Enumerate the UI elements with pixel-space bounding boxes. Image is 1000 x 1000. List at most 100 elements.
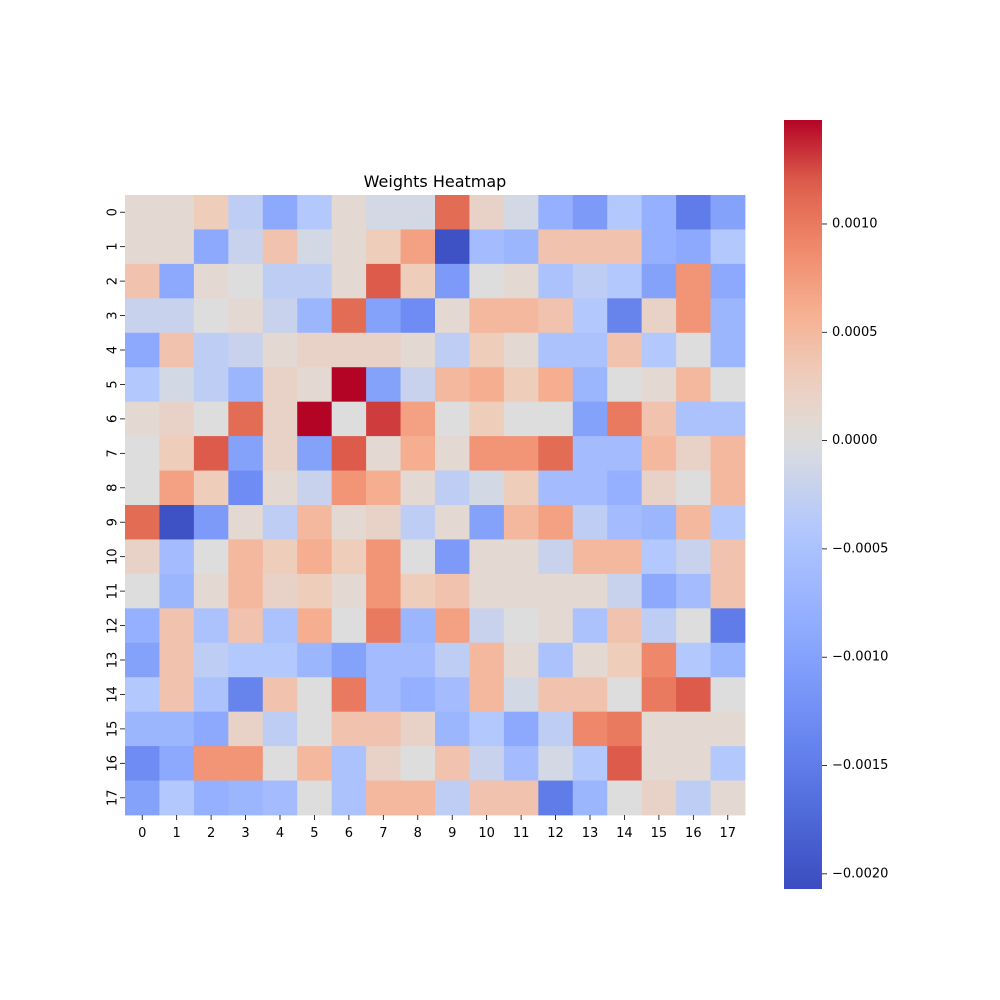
heatmap-cell-r13-c15 [641, 642, 677, 678]
heatmap-cell-r5-c16 [676, 367, 711, 403]
heatmap-cell-r13-c13 [572, 642, 608, 678]
heatmap-cell-r4-c8 [400, 332, 436, 368]
heatmap-cell-r2-c6 [331, 263, 367, 299]
heatmap-cell-r4-c12 [538, 332, 574, 368]
heatmap-cell-r15-c0 [125, 711, 160, 747]
heatmap-cell-r6-c17 [710, 401, 746, 437]
heatmap-cell-r15-c5 [297, 711, 333, 747]
heatmap-cell-r17-c11 [503, 780, 539, 816]
heatmap-cell-r10-c7 [366, 539, 401, 575]
heatmap-cell-r5-c5 [297, 367, 333, 403]
x-tick-label-16: 16 [685, 826, 702, 841]
heatmap-cell-r6-c16 [676, 401, 711, 437]
heatmap-cell-r7-c0 [125, 436, 160, 471]
colorbar-ticks: 0.0010 0.0005 0.0000 −0.0005 −0.0010 −0.0015 −… [822, 216, 888, 881]
heatmap-cell-r8-c3 [228, 470, 264, 506]
heatmap-cell-r2-c17 [710, 263, 746, 299]
heatmap-cell-r9-c4 [262, 505, 298, 540]
heatmap-cell-r15-c3 [228, 711, 264, 747]
heatmap-cell-r2-c8 [400, 263, 436, 299]
heatmap-cell-r11-c7 [366, 573, 401, 609]
heatmap-cell-r9-c3 [228, 505, 264, 540]
heatmap-cell-r5-c7 [366, 367, 401, 403]
colorbar-tick-label-5: −0.0015 [832, 758, 888, 773]
heatmap-cell-r17-c17 [710, 780, 746, 816]
heatmap-cell-r13-c5 [297, 642, 333, 678]
heatmap-cell-r3-c14 [607, 298, 643, 334]
heatmap-cell-r14-c6 [331, 677, 367, 713]
heatmap-cell-r16-c2 [193, 746, 229, 781]
heatmap-cell-r16-c8 [400, 746, 436, 781]
x-tick-label-1: 1 [173, 826, 181, 841]
heatmap-cell-r15-c8 [400, 711, 436, 747]
y-tick-label-15: 15 [106, 721, 121, 738]
heatmap-cell-r15-c13 [572, 711, 608, 747]
heatmap-cell-r10-c9 [435, 539, 470, 575]
heatmap-cell-r0-c15 [641, 195, 677, 230]
colorbar-tick-label-6: −0.0020 [832, 866, 888, 881]
y-tick-label-13: 13 [106, 652, 121, 669]
heatmap-cell-r1-c10 [469, 229, 505, 265]
heatmap-cell-r9-c15 [641, 505, 677, 540]
heatmap-cell-r2-c11 [503, 263, 539, 299]
heatmap-cell-r1-c13 [572, 229, 608, 265]
heatmap-cell-r16-c11 [503, 746, 539, 781]
heatmap-cell-r9-c12 [538, 505, 574, 540]
heatmap-cell-r9-c16 [676, 505, 711, 540]
heatmap-cell-r9-c0 [125, 505, 160, 540]
heatmap-cell-r4-c3 [228, 332, 264, 368]
x-tick-label-12: 12 [547, 826, 564, 841]
colorbar-tick-label-4: −0.0010 [832, 650, 888, 665]
x-tick-label-4: 4 [276, 826, 284, 841]
heatmap-cell-r1-c14 [607, 229, 643, 265]
heatmap-cell-r17-c7 [366, 780, 401, 816]
heatmap-cell-r13-c11 [503, 642, 539, 678]
heatmap-cell-r1-c9 [435, 229, 470, 265]
heatmap-cell-r12-c16 [676, 608, 711, 644]
heatmap-cell-r9-c6 [331, 505, 367, 540]
heatmap-cell-r8-c8 [400, 470, 436, 506]
heatmap-cell-r3-c6 [331, 298, 367, 334]
heatmap-cell-r13-c8 [400, 642, 436, 678]
heatmap-cell-r11-c3 [228, 573, 264, 609]
heatmap-cell-r17-c15 [641, 780, 677, 816]
heatmap-cell-r4-c10 [469, 332, 505, 368]
heatmap-cell-r4-c7 [366, 332, 401, 368]
heatmap-cell-r2-c14 [607, 263, 643, 299]
x-tick-label-14: 14 [616, 826, 633, 841]
heatmap-cell-r8-c6 [331, 470, 367, 506]
heatmap-cell-r10-c4 [262, 539, 298, 575]
heatmap-cell-r3-c9 [435, 298, 470, 334]
heatmap-cell-r17-c10 [469, 780, 505, 816]
heatmap-cell-r7-c15 [641, 436, 677, 471]
heatmap-cell-r12-c13 [572, 608, 608, 644]
heatmap-cell-r17-c6 [331, 780, 367, 816]
heatmap-cell-r7-c1 [159, 436, 195, 471]
heatmap-cell-r2-c0 [125, 263, 160, 299]
heatmap-cell-r17-c2 [193, 780, 229, 816]
heatmap-cell-r10-c2 [193, 539, 229, 575]
heatmap-cell-r16-c13 [572, 746, 608, 781]
heatmap-cell-r7-c11 [503, 436, 539, 471]
heatmap-cell-r11-c0 [125, 573, 160, 609]
heatmap-cell-r15-c4 [262, 711, 298, 747]
x-tick-label-0: 0 [138, 826, 146, 841]
x-tick-label-13: 13 [582, 826, 599, 841]
heatmap-cell-r15-c14 [607, 711, 643, 747]
heatmap-cell-r10-c1 [159, 539, 195, 575]
colorbar-tick-label-2: 0.0000 [832, 433, 878, 448]
heatmap-cell-r2-c13 [572, 263, 608, 299]
heatmap-cell-r0-c17 [710, 195, 746, 230]
heatmap-cell-r12-c6 [331, 608, 367, 644]
heatmap-cell-r8-c17 [710, 470, 746, 506]
heatmap-cell-r4-c9 [435, 332, 470, 368]
heatmap-cell-r14-c15 [641, 677, 677, 713]
heatmap-cell-r16-c9 [435, 746, 470, 781]
heatmap-cell-r0-c8 [400, 195, 436, 230]
heatmap-cell-r2-c3 [228, 263, 264, 299]
x-tick-label-2: 2 [207, 826, 215, 841]
heatmap-cell-r4-c4 [262, 332, 298, 368]
heatmap-cell-r14-c1 [159, 677, 195, 713]
x-tick-label-17: 17 [720, 826, 737, 841]
heatmap-cell-r15-c9 [435, 711, 470, 747]
